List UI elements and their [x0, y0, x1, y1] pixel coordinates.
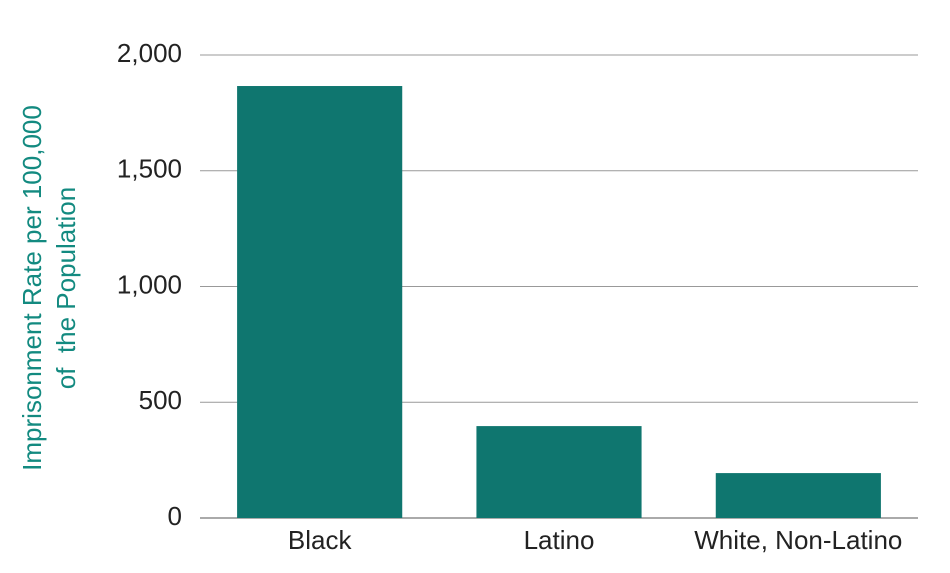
- bar: [237, 86, 403, 518]
- y-axis-title: Imprisonment Rate per 100,000 of the Pop…: [17, 105, 81, 471]
- y-tick-label: 1,000: [117, 269, 182, 299]
- bar: [476, 426, 642, 518]
- x-tick-label: White, Non-Latino: [694, 525, 902, 555]
- x-tick-label: Black: [288, 525, 353, 555]
- y-axis-title-line: of the Population: [51, 187, 81, 389]
- y-axis-title-line: Imprisonment Rate per 100,000: [17, 105, 47, 471]
- y-tick-label: 500: [139, 385, 182, 415]
- x-tick-label: Latino: [524, 525, 595, 555]
- y-tick-label: 2,000: [117, 38, 182, 68]
- bar: [715, 473, 881, 518]
- y-tick-label: 0: [168, 501, 182, 531]
- y-tick-label: 1,500: [117, 154, 182, 184]
